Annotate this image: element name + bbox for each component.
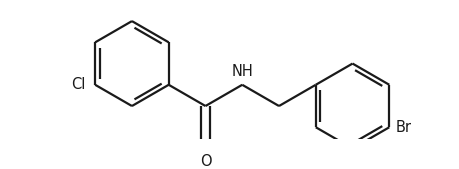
Text: Br: Br (396, 120, 412, 135)
Text: Cl: Cl (71, 77, 85, 92)
Text: NH: NH (231, 64, 253, 79)
Text: O: O (200, 154, 211, 169)
